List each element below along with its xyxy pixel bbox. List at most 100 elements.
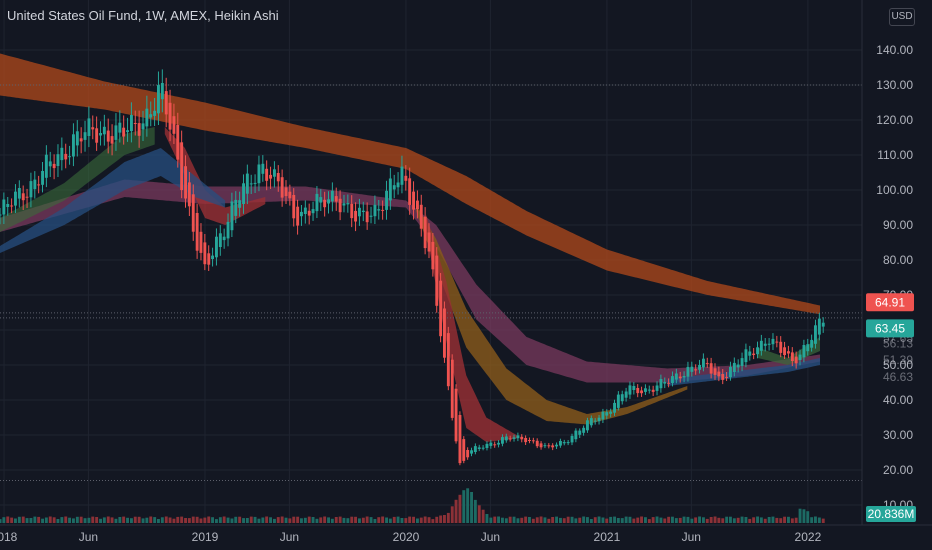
volume-bar xyxy=(559,517,562,523)
candle-body xyxy=(817,318,821,335)
candle-body xyxy=(48,161,52,167)
volume-bar xyxy=(783,516,786,523)
volume-bar xyxy=(698,516,701,523)
current-price-badge[interactable] xyxy=(866,319,914,338)
candle-body xyxy=(284,187,288,197)
volume-bar xyxy=(427,517,431,523)
volume-bar xyxy=(771,516,775,523)
candle-body xyxy=(83,132,87,140)
candle-body xyxy=(307,210,311,216)
candle-body xyxy=(168,102,172,130)
candle-body xyxy=(381,209,385,211)
volume-bar xyxy=(230,518,234,523)
candle-body xyxy=(242,183,245,204)
candle-body xyxy=(203,242,207,265)
volume-bar xyxy=(686,516,690,523)
candle-body xyxy=(68,156,71,158)
x-tick-label: 2019 xyxy=(192,530,219,544)
volume-bar xyxy=(392,516,396,523)
candle-body xyxy=(176,125,180,160)
volume-bar xyxy=(276,517,280,523)
volume-bar xyxy=(300,518,303,523)
candle-body xyxy=(346,203,350,205)
volume-bar xyxy=(14,518,17,523)
volume-bar xyxy=(215,519,218,523)
volume-bar xyxy=(416,518,419,523)
candle-body xyxy=(153,110,157,116)
y-tick-label: 40.00 xyxy=(883,393,913,407)
candle-body xyxy=(674,373,678,380)
candle-body xyxy=(535,440,539,447)
candle-body xyxy=(385,190,388,210)
volume-bar xyxy=(528,517,531,523)
candle-body xyxy=(763,343,767,346)
candle-body xyxy=(682,376,686,378)
candle-body xyxy=(25,196,29,198)
ribbon-green-2 xyxy=(757,337,820,365)
volume-bar xyxy=(106,516,110,523)
candle-body xyxy=(41,171,44,185)
candle-body xyxy=(102,126,106,135)
candle-body xyxy=(157,85,160,114)
candle-body xyxy=(640,390,643,394)
candle-body xyxy=(226,221,230,239)
candle-body xyxy=(605,412,609,416)
volume-bar xyxy=(450,506,454,523)
volume-bar xyxy=(176,516,180,523)
candle-body xyxy=(195,213,199,251)
candle-body xyxy=(655,385,659,391)
volume-bar xyxy=(439,515,443,523)
volume-bar xyxy=(485,514,489,523)
candle-body xyxy=(713,368,717,375)
volume-bar xyxy=(25,518,29,523)
volume-bar xyxy=(481,509,485,523)
candle-body xyxy=(644,388,647,392)
price-axis[interactable] xyxy=(862,0,932,550)
volume-bar xyxy=(516,518,520,523)
volume-bar xyxy=(729,516,732,523)
candle-body xyxy=(354,210,357,222)
volume-bar xyxy=(802,509,806,523)
volume-bar xyxy=(296,516,300,523)
volume-bar xyxy=(423,516,427,523)
candle-body xyxy=(211,255,214,259)
y-tick-label: 80.00 xyxy=(883,253,913,267)
high-price-badge[interactable] xyxy=(866,293,914,312)
candle-body xyxy=(678,376,682,379)
volume-bar xyxy=(64,516,68,523)
volume-bar xyxy=(354,516,357,523)
volume-bar xyxy=(586,517,589,523)
candle-body xyxy=(520,436,524,440)
volume-bar xyxy=(311,517,315,523)
candle-body xyxy=(79,138,83,142)
volume-bar xyxy=(821,518,825,523)
candle-body xyxy=(110,136,114,144)
time-axis[interactable] xyxy=(0,525,932,550)
chart-title: United States Oil Fund, 1W, AMEX, Heikin… xyxy=(7,8,279,23)
volume-bar xyxy=(172,518,176,523)
volume-bar xyxy=(690,518,694,523)
volume-bar xyxy=(408,516,412,523)
candle-body xyxy=(543,445,547,447)
volume-bar xyxy=(794,517,798,523)
volume-bar xyxy=(195,516,199,523)
volume-badge-label: 20.836M xyxy=(868,507,915,521)
candle-body xyxy=(52,163,56,169)
volume-badge[interactable] xyxy=(866,506,916,522)
volume-bar xyxy=(48,516,52,523)
volume-bar xyxy=(512,516,516,523)
volume-bar xyxy=(168,517,172,523)
volume-bar xyxy=(725,516,729,523)
candle-body xyxy=(814,325,817,344)
volume-bar xyxy=(79,516,83,523)
candle-body xyxy=(75,131,79,146)
ribbon-long-term xyxy=(0,53,820,315)
x-tick-label: 2022 xyxy=(795,530,822,544)
volume-bar xyxy=(779,518,783,523)
candle-body xyxy=(276,173,280,182)
candle-body xyxy=(91,127,95,130)
volume-bars xyxy=(0,488,825,523)
volume-bar xyxy=(319,517,323,523)
currency-badge[interactable]: USD xyxy=(889,8,915,26)
